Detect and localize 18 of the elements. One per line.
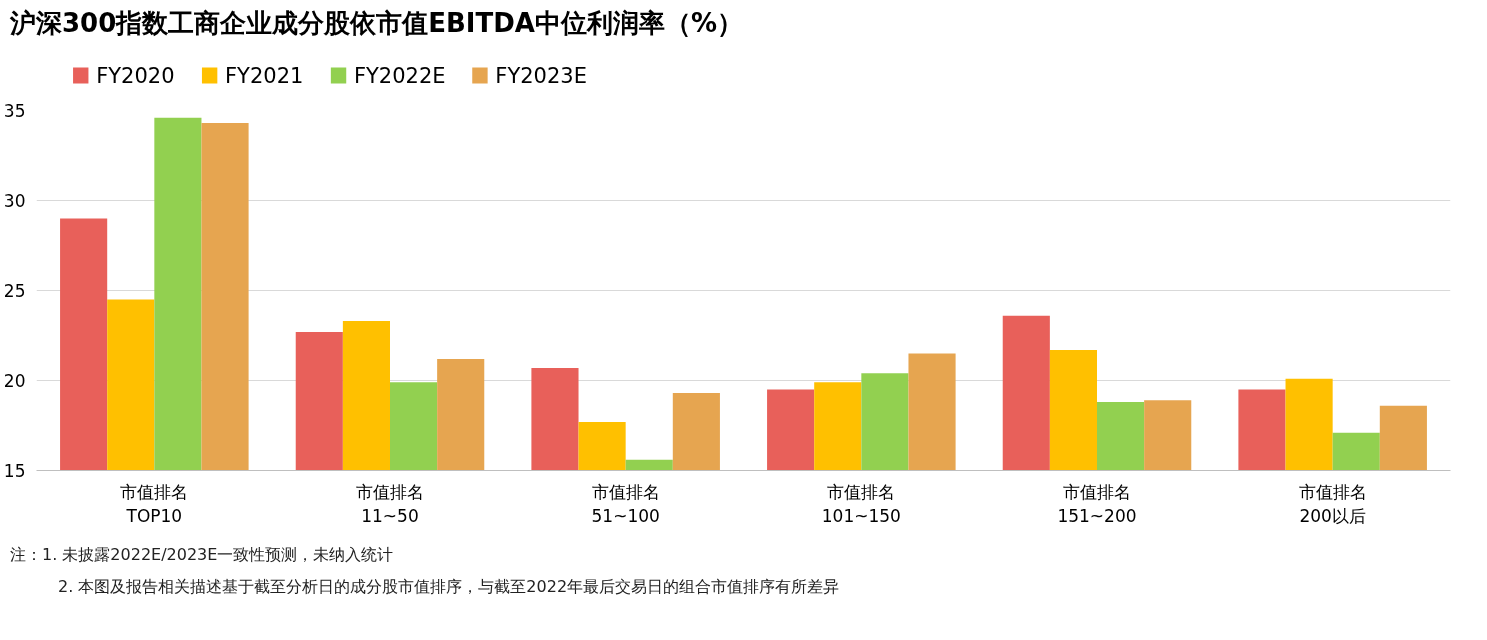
x-tick-label: 市值排名 11~50: [356, 481, 424, 526]
chart-title: 沪深300指数工商企业成分股依市值EBITDA中位利润率（%）: [10, 7, 744, 40]
y-tick-label: 30: [3, 191, 26, 211]
y-tick-label: 15: [3, 461, 26, 481]
legend-label: FY2021: [225, 63, 304, 88]
y-tick-label: 25: [3, 281, 26, 301]
x-tick-label: 市值排名 200以后: [1298, 481, 1367, 526]
legend-label: FY2023E: [495, 63, 587, 88]
legend-label: FY2020: [96, 63, 175, 88]
text: 注：1. 未披露2022E/2023E一致性预测，未纳入统计: [10, 545, 394, 565]
y-tick-label: 20: [3, 371, 26, 391]
x-tick-label: 市值排名 51~100: [591, 481, 660, 526]
text: 2. 本图及报告相关描述基于截至分析日的成分股市值排序，与截至2022年最后交易日的组合市值排序有所差异: [58, 577, 840, 597]
x-tick-label: 市值排名 101~150: [821, 481, 901, 526]
y-tick-label: 35: [3, 101, 26, 121]
legend-label: FY2022E: [353, 63, 446, 88]
x-tick-label: 市值排名 151~200: [1057, 481, 1137, 526]
x-tick-label: 市值排名 TOP10: [120, 481, 189, 526]
